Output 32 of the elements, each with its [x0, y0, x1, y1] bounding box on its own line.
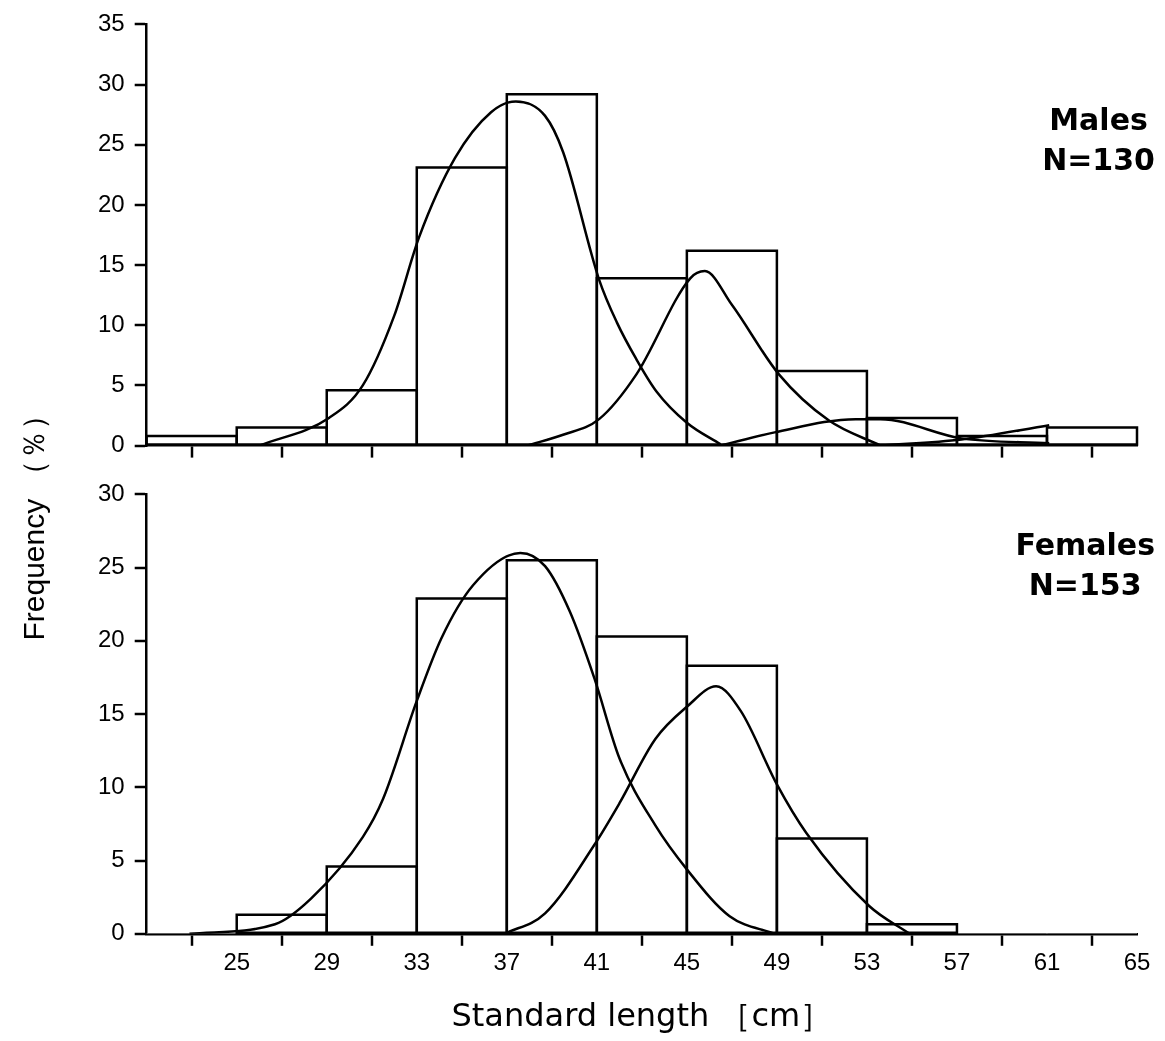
y-tick-label: 20: [97, 625, 125, 653]
y-tick-label: 25: [97, 552, 125, 580]
annotation: N=153: [1027, 566, 1143, 604]
y-tick-label: 15: [97, 249, 125, 277]
annotation: Males: [1048, 101, 1149, 139]
y-tick-label: 35: [97, 9, 125, 37]
annotation: N=130: [1042, 141, 1155, 179]
x-tick-label: 25: [223, 947, 251, 975]
y-tick-label: 15: [97, 698, 125, 726]
x-tick-label: 65: [1123, 947, 1151, 975]
y-tick-label: 0: [111, 430, 125, 458]
x-tick-label: 37: [493, 947, 521, 975]
x-tick-label: 61: [1033, 947, 1061, 975]
x-tick-label: 29: [313, 947, 341, 975]
y-tick-label: 5: [111, 845, 125, 873]
annotation: Females: [1015, 526, 1155, 564]
y-tick-label: 10: [97, 771, 125, 799]
y-axis-title: Frequency （％）: [15, 399, 51, 641]
x-tick-label: 53: [853, 947, 881, 975]
y-tick-label: 5: [111, 370, 125, 398]
x-tick-label: 49: [763, 947, 791, 975]
y-tick-label: 10: [97, 309, 125, 337]
y-tick-label: 25: [97, 129, 125, 157]
y-tick-label: 20: [97, 189, 125, 217]
x-tick-label: 41: [583, 947, 611, 975]
y-tick-label: 30: [97, 69, 125, 97]
x-axis-title: Standard length ［cm］: [451, 996, 833, 1035]
x-tick-label: 45: [673, 947, 701, 975]
x-tick-label: 33: [403, 947, 431, 975]
x-tick-label: 57: [943, 947, 971, 975]
y-tick-label: 30: [97, 479, 125, 507]
y-tick-label: 0: [111, 918, 125, 946]
